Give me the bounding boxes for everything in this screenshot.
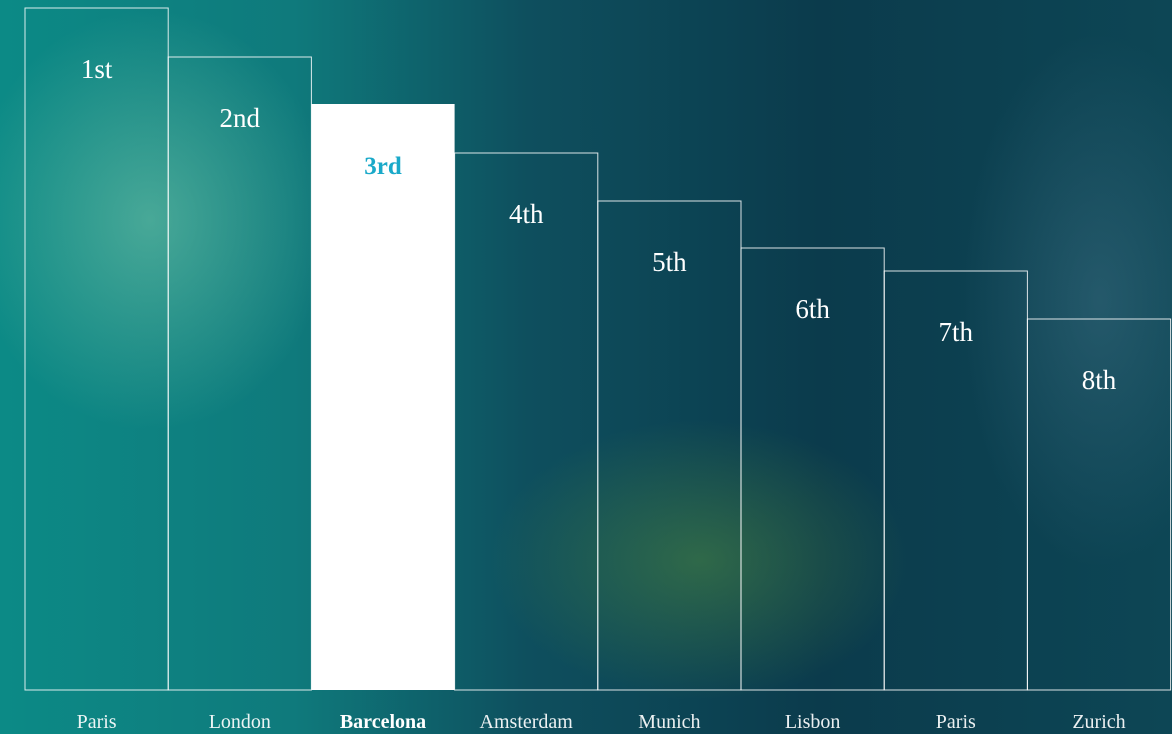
rank-label: 4th	[509, 199, 544, 229]
city-label: Zurich	[1072, 711, 1125, 733]
rank-label: 2nd	[220, 103, 261, 133]
rank-label: 3rd	[364, 153, 402, 180]
rank-label: 5th	[652, 247, 687, 277]
city-label: London	[209, 711, 271, 733]
city-label: Munich	[638, 711, 700, 733]
city-label: Amsterdam	[480, 711, 574, 733]
rank-label: 6th	[795, 294, 830, 324]
city-label: Paris	[936, 711, 976, 733]
podium-column	[24, 7, 169, 691]
podium-column	[167, 56, 312, 691]
rank-label: 7th	[939, 317, 974, 347]
city-label: Paris	[77, 711, 117, 733]
podium-column	[311, 104, 455, 690]
rank-label: 8th	[1082, 365, 1117, 395]
podium-column	[454, 152, 599, 691]
city-label: Barcelona	[340, 711, 426, 733]
podium-column	[1026, 318, 1172, 691]
rank-label: 1st	[81, 54, 113, 84]
city-label: Lisbon	[785, 711, 841, 733]
